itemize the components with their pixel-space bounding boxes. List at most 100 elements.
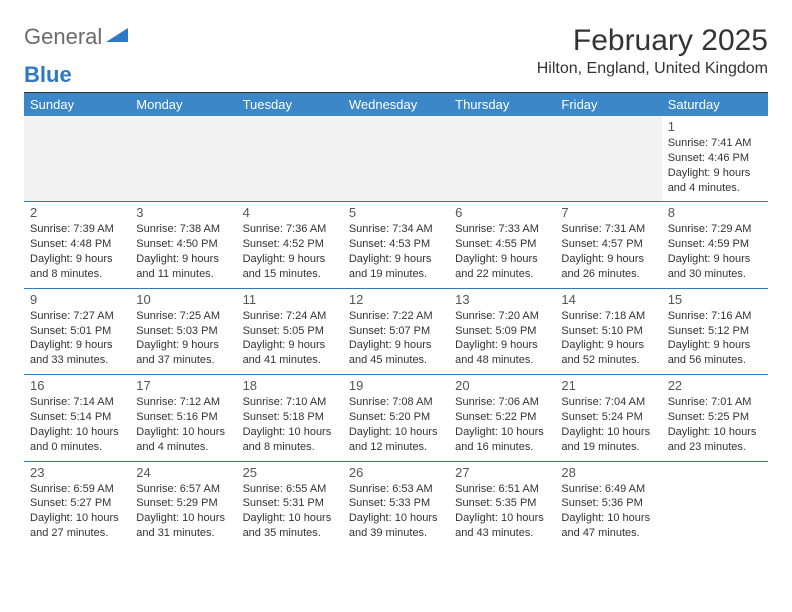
day-cell	[662, 461, 768, 547]
day-cell: 21 Sunrise: 7:04 AMSunset: 5:24 PMDayligh…	[555, 375, 661, 461]
week-row: 23Sunrise: 6:59 AMSunset: 5:27 PMDayligh…	[24, 461, 768, 547]
day-info: Sunrise: 7:24 AMSunset: 5:05 PMDaylight:…	[243, 309, 337, 368]
day-info: Sunrise: 7:22 AMSunset: 5:07 PMDaylight:…	[349, 309, 443, 368]
day-info: Sunrise: 7:16 AMSunset: 5:12 PMDaylight:…	[668, 309, 762, 368]
day-info: Sunrise: 7:18 AMSunset: 5:10 PMDaylight:…	[561, 309, 655, 368]
week-row: 16 Sunrise: 7:14 AMSunset: 5:14 PMDayligh…	[24, 375, 768, 461]
month-title: February 2025	[537, 24, 768, 58]
day-cell: 25Sunrise: 6:55 AMSunset: 5:31 PMDayligh…	[237, 461, 343, 547]
day-cell: 15 Sunrise: 7:16 AMSunset: 5:12 PMDayligh…	[662, 288, 768, 374]
day-info: Sunrise: 7:14 AMSunset: 5:14 PMDaylight:…	[30, 395, 124, 454]
day-number: 4	[243, 205, 337, 220]
dow-header: Friday	[555, 93, 661, 116]
day-cell: 12 Sunrise: 7:22 AMSunset: 5:07 PMDayligh…	[343, 288, 449, 374]
day-cell: 19 Sunrise: 7:08 AMSunset: 5:20 PMDayligh…	[343, 375, 449, 461]
day-number: 1	[668, 119, 762, 134]
day-info: Sunrise: 7:41 AMSunset: 4:46 PMDaylight:…	[668, 136, 762, 195]
day-info: Sunrise: 7:29 AMSunset: 4:59 PMDaylight:…	[668, 222, 762, 281]
day-number: 28	[561, 465, 655, 480]
day-info: Sunrise: 7:06 AMSunset: 5:22 PMDaylight:…	[455, 395, 549, 454]
day-cell: 28 Sunrise: 6:49 AMSunset: 5:36 PMDayligh…	[555, 461, 661, 547]
week-row: 1 Sunrise: 7:41 AMSunset: 4:46 PMDaylight…	[24, 116, 768, 202]
day-info: Sunrise: 7:12 AMSunset: 5:16 PMDaylight:…	[136, 395, 230, 454]
day-cell: 27 Sunrise: 6:51 AMSunset: 5:35 PMDayligh…	[449, 461, 555, 547]
day-cell: 10Sunrise: 7:25 AMSunset: 5:03 PMDayligh…	[130, 288, 236, 374]
day-number: 23	[30, 465, 124, 480]
day-number: 27	[455, 465, 549, 480]
day-cell: 9 Sunrise: 7:27 AMSunset: 5:01 PMDaylight…	[24, 288, 130, 374]
day-number: 8	[668, 205, 762, 220]
day-number: 26	[349, 465, 443, 480]
dow-header: Tuesday	[237, 93, 343, 116]
day-number: 20	[455, 378, 549, 393]
week-row: 2 Sunrise: 7:39 AMSunset: 4:48 PMDaylight…	[24, 202, 768, 288]
day-info: Sunrise: 7:36 AMSunset: 4:52 PMDaylight:…	[243, 222, 337, 281]
day-info: Sunrise: 7:39 AMSunset: 4:48 PMDaylight:…	[30, 222, 124, 281]
day-cell	[555, 116, 661, 202]
calendar-table: SundayMondayTuesdayWednesdayThursdayFrid…	[24, 93, 768, 547]
day-cell: 13 Sunrise: 7:20 AMSunset: 5:09 PMDayligh…	[449, 288, 555, 374]
day-number: 17	[136, 378, 230, 393]
day-cell: 5 Sunrise: 7:34 AMSunset: 4:53 PMDaylight…	[343, 202, 449, 288]
day-number: 7	[561, 205, 655, 220]
day-number: 3	[136, 205, 230, 220]
day-info: Sunrise: 6:49 AMSunset: 5:36 PMDaylight:…	[561, 482, 655, 541]
day-cell: 23Sunrise: 6:59 AMSunset: 5:27 PMDayligh…	[24, 461, 130, 547]
logo-mark-icon	[106, 26, 130, 49]
location: Hilton, England, United Kingdom	[537, 60, 768, 78]
day-info: Sunrise: 7:34 AMSunset: 4:53 PMDaylight:…	[349, 222, 443, 281]
day-cell: 3 Sunrise: 7:38 AMSunset: 4:50 PMDaylight…	[130, 202, 236, 288]
day-cell: 2 Sunrise: 7:39 AMSunset: 4:48 PMDaylight…	[24, 202, 130, 288]
day-info: Sunrise: 7:33 AMSunset: 4:55 PMDaylight:…	[455, 222, 549, 281]
day-info: Sunrise: 7:04 AMSunset: 5:24 PMDaylight:…	[561, 395, 655, 454]
day-cell	[24, 116, 130, 202]
day-info: Sunrise: 7:10 AMSunset: 5:18 PMDaylight:…	[243, 395, 337, 454]
day-info: Sunrise: 7:38 AMSunset: 4:50 PMDaylight:…	[136, 222, 230, 281]
day-number: 6	[455, 205, 549, 220]
day-number: 13	[455, 292, 549, 307]
day-number: 12	[349, 292, 443, 307]
day-info: Sunrise: 7:31 AMSunset: 4:57 PMDaylight:…	[561, 222, 655, 281]
dow-header: Wednesday	[343, 93, 449, 116]
day-cell: 18 Sunrise: 7:10 AMSunset: 5:18 PMDayligh…	[237, 375, 343, 461]
calendar-body: 1 Sunrise: 7:41 AMSunset: 4:46 PMDaylight…	[24, 116, 768, 547]
day-number: 15	[668, 292, 762, 307]
day-number: 22	[668, 378, 762, 393]
day-cell: 6 Sunrise: 7:33 AMSunset: 4:55 PMDaylight…	[449, 202, 555, 288]
day-number: 11	[243, 292, 337, 307]
day-number: 5	[349, 205, 443, 220]
calendar-head: SundayMondayTuesdayWednesdayThursdayFrid…	[24, 93, 768, 116]
day-cell	[130, 116, 236, 202]
day-info: Sunrise: 7:27 AMSunset: 5:01 PMDaylight:…	[30, 309, 124, 368]
logo-text-general: General	[24, 24, 102, 50]
day-number: 9	[30, 292, 124, 307]
logo: General	[24, 24, 130, 50]
day-info: Sunrise: 6:51 AMSunset: 5:35 PMDaylight:…	[455, 482, 549, 541]
dow-header: Thursday	[449, 93, 555, 116]
title-block: February 2025 Hilton, England, United Ki…	[537, 24, 768, 78]
day-cell	[343, 116, 449, 202]
day-info: Sunrise: 6:53 AMSunset: 5:33 PMDaylight:…	[349, 482, 443, 541]
day-number: 21	[561, 378, 655, 393]
day-info: Sunrise: 7:20 AMSunset: 5:09 PMDaylight:…	[455, 309, 549, 368]
day-cell: 14Sunrise: 7:18 AMSunset: 5:10 PMDayligh…	[555, 288, 661, 374]
day-number: 25	[243, 465, 337, 480]
day-cell: 7 Sunrise: 7:31 AMSunset: 4:57 PMDaylight…	[555, 202, 661, 288]
day-info: Sunrise: 7:01 AMSunset: 5:25 PMDaylight:…	[668, 395, 762, 454]
day-cell	[449, 116, 555, 202]
day-cell: 8 Sunrise: 7:29 AMSunset: 4:59 PMDaylight…	[662, 202, 768, 288]
day-cell: 26 Sunrise: 6:53 AMSunset: 5:33 PMDayligh…	[343, 461, 449, 547]
day-number: 2	[30, 205, 124, 220]
week-row: 9 Sunrise: 7:27 AMSunset: 5:01 PMDaylight…	[24, 288, 768, 374]
day-cell: 17 Sunrise: 7:12 AMSunset: 5:16 PMDayligh…	[130, 375, 236, 461]
day-cell: 22 Sunrise: 7:01 AMSunset: 5:25 PMDayligh…	[662, 375, 768, 461]
day-cell: 24Sunrise: 6:57 AMSunset: 5:29 PMDayligh…	[130, 461, 236, 547]
day-cell: 4 Sunrise: 7:36 AMSunset: 4:52 PMDaylight…	[237, 202, 343, 288]
day-number: 19	[349, 378, 443, 393]
day-number: 18	[243, 378, 337, 393]
day-info: Sunrise: 7:08 AMSunset: 5:20 PMDaylight:…	[349, 395, 443, 454]
day-number: 24	[136, 465, 230, 480]
day-info: Sunrise: 7:25 AMSunset: 5:03 PMDaylight:…	[136, 309, 230, 368]
day-cell: 16 Sunrise: 7:14 AMSunset: 5:14 PMDayligh…	[24, 375, 130, 461]
day-number: 16	[30, 378, 124, 393]
